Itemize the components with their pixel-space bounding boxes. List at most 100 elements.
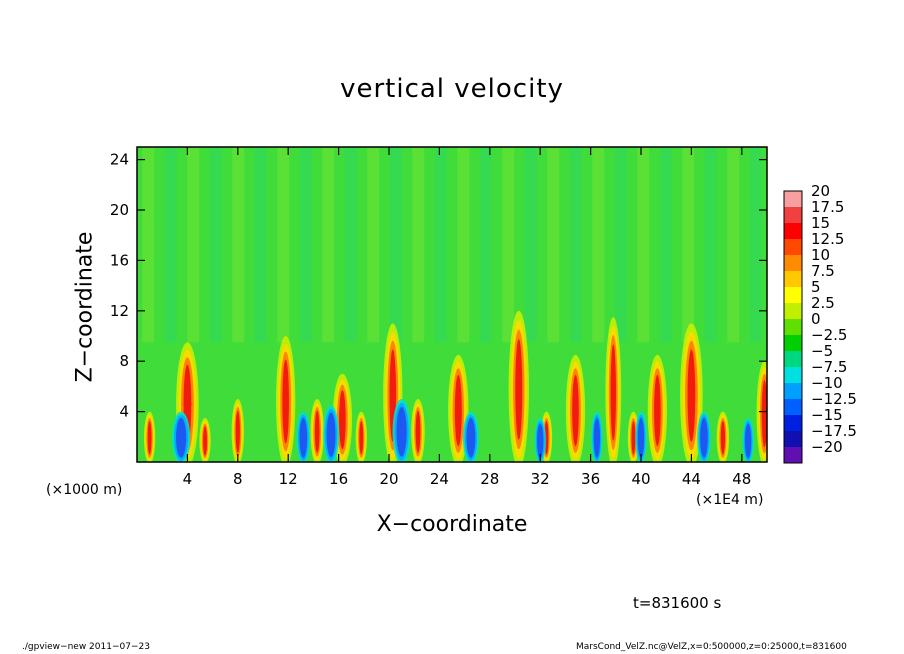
colorbar-label: 15 [811,214,830,232]
updraft-plume [720,421,726,455]
field-band [389,147,402,343]
y-axis-label: Z−coordinate [72,231,98,383]
colorbar-swatch [784,223,802,240]
updraft-plume [454,374,462,447]
colorbar-label: −7.5 [811,358,847,376]
x-axis-label: X−coordinate [376,512,528,537]
colorbar-label: 0 [811,310,821,328]
x-tick-label: 16 [329,470,348,488]
field-band [479,147,492,343]
field-band [254,147,267,343]
updraft-plume [572,374,579,447]
colorbar-swatch [784,367,802,384]
colorbar-swatch [784,255,802,272]
x-tick-label: 36 [581,470,600,488]
field-band [547,147,560,343]
colorbar-label: 12.5 [811,230,844,248]
field-band [164,147,177,343]
footer-program: ./gpview−new 2011−07−23 [22,642,150,652]
field-band [614,147,627,343]
colorbar-swatch [784,383,802,400]
y-tick-label: 8 [119,352,129,370]
field-band [524,147,537,343]
updraft-plume [314,410,320,453]
colorbar-label: −17.5 [811,422,857,440]
x-tick-label: 32 [531,470,550,488]
colorbar-label: 20 [811,182,830,200]
field-band [569,147,582,343]
x-tick-label: 48 [732,470,751,488]
colorbar-swatch [784,271,802,288]
field-band [299,147,312,343]
downdraft-plume [744,423,752,459]
colorbar-swatch [784,239,802,256]
x-axis: 4 8 12 16 20 24 28 32 36 40 44 48 [183,147,751,488]
field-band [277,147,290,343]
footer-source: MarsCond_VelZ.nc@VelZ,x=0:500000,z=0:250… [576,642,847,652]
field-band [457,147,470,343]
downdraft-plume [396,406,407,457]
colorbar-swatch [784,287,802,304]
y-tick-label: 4 [119,403,129,421]
x-unit-right: (×1E4 m) [696,492,764,508]
field-band [704,147,717,343]
updraft-plume [654,374,661,447]
x-tick-label: 28 [480,470,499,488]
colorbar-label: −20 [811,438,843,456]
colorbar-label: 5 [811,278,821,296]
y-tick-label: 12 [110,302,129,320]
x-tick-label: 24 [430,470,449,488]
updraft-plume [147,421,152,455]
x-tick-label: 40 [631,470,650,488]
colorbar-label: 2.5 [811,294,835,312]
x-tick-label: 8 [233,470,243,488]
field-band [142,147,155,343]
updraft-plume [339,390,346,450]
downdraft-plume [466,417,476,458]
downdraft-plume [176,417,187,458]
field-band [412,147,425,343]
plot-frame [136,146,768,463]
field-band [232,147,245,343]
y-tick-label: 20 [110,201,129,219]
updraft-plume [359,421,364,455]
field-band [682,147,695,343]
field-band [502,147,515,343]
x-tick-label: 12 [279,470,298,488]
updraft-plume [631,421,636,455]
velocity-field [142,147,767,462]
x-unit-left: (×1000 m) [46,482,123,498]
field-band [727,147,740,343]
updraft-plume [203,426,207,456]
downdraft-plume [326,412,336,458]
plot-area [136,146,768,463]
updraft-plume [687,349,696,442]
chart-title: vertical velocity [340,74,564,104]
field-band [592,147,605,343]
colorbar-swatch [784,447,802,464]
updraft-plume [415,410,421,453]
y-tick-label: 24 [110,151,129,169]
field-band [637,147,650,343]
colorbar-swatch [784,319,802,336]
colorbar-swatch [784,431,802,448]
colorbar-swatch [784,351,802,368]
colorbar-swatch [784,415,802,432]
colorbar-swatch [784,399,802,416]
colorbar-swatch [784,207,802,224]
y-axis: 4 8 12 16 20 24 [110,151,767,421]
colorbar-label: −2.5 [811,326,847,344]
colorbar-swatch [784,303,802,320]
colorbar-label: −5 [811,342,833,360]
colorbar-label: −12.5 [811,390,857,408]
colorbar-label: 17.5 [811,198,844,216]
field-band [187,147,200,343]
colorbar-label: 7.5 [811,262,835,280]
downdraft-plume [700,417,708,458]
downdraft-plume [593,417,601,458]
x-tick-label: 20 [379,470,398,488]
x-tick-label: 4 [183,470,193,488]
y-tick-label: 16 [110,251,129,269]
field-band [209,147,222,343]
